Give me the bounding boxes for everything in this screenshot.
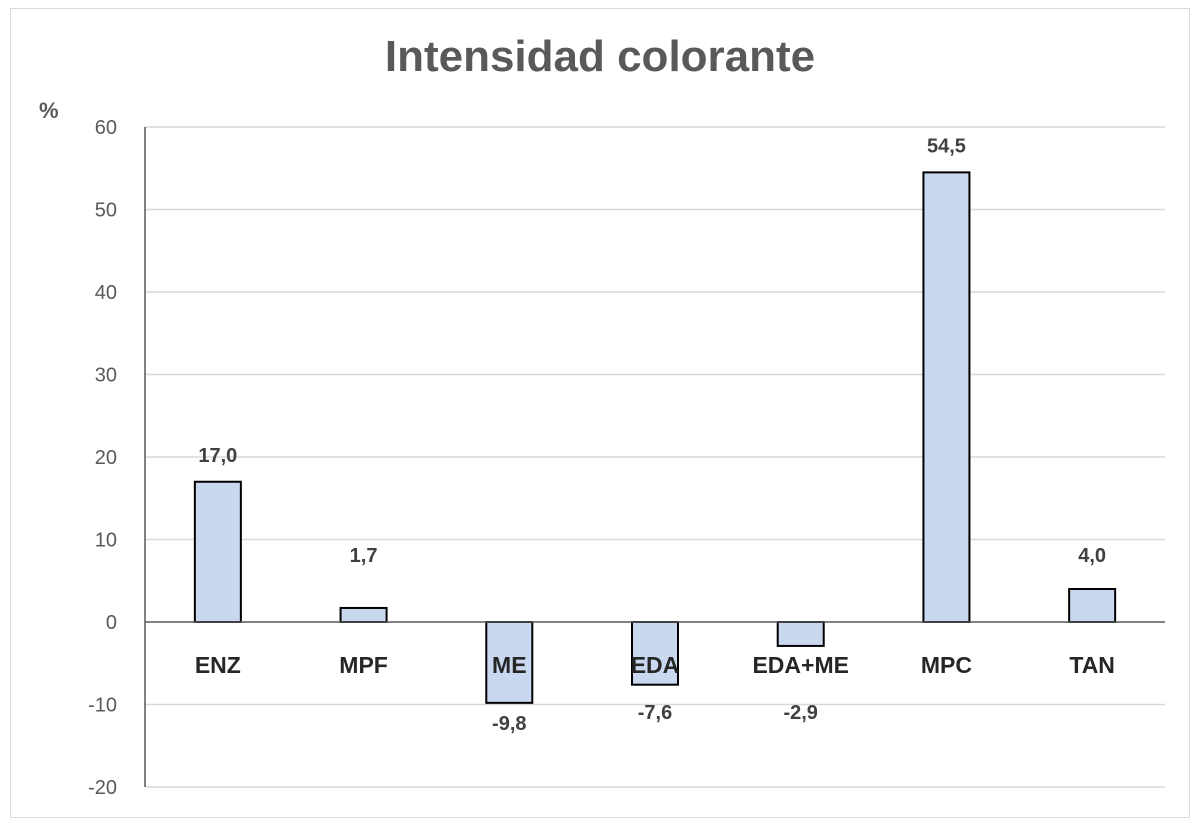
y-tick-label: 40 [95, 282, 117, 304]
x-category-label: EDA [631, 652, 680, 678]
y-tick-label: -20 [88, 777, 117, 799]
bars [193, 171, 1117, 704]
x-category-label: MPF [339, 652, 388, 678]
data-label: -7,6 [638, 702, 672, 724]
bar-me [485, 621, 534, 704]
data-label: -2,9 [783, 702, 817, 724]
bar-tan [1068, 588, 1117, 623]
labels: ENZ 17,0 MPF 1,7 ME -9,8 EDA -7,6 EDA+ME -2,9 MPC 5… [195, 135, 1115, 734]
bar-eda [631, 621, 679, 686]
axes [144, 127, 1165, 787]
y-tick-label: 10 [95, 530, 117, 552]
data-label: 4,0 [1078, 545, 1106, 567]
data-label: 17,0 [198, 445, 237, 467]
gridlines [145, 126, 1165, 788]
data-label: 54,5 [927, 135, 966, 157]
bar-mpc [922, 171, 971, 623]
chart-title: Intensidad colorante [384, 32, 816, 81]
bar-enz [193, 480, 242, 623]
y-tick-label: 20 [95, 447, 117, 469]
y-tick-label: 60 [95, 117, 117, 139]
y-tick-label: 50 [95, 200, 117, 222]
x-category-label: TAN [1069, 652, 1115, 678]
x-category-label: EDA+ME [752, 652, 849, 678]
y-axis-ticks: -20 -10 0 10 20 30 40 50 60 [88, 117, 117, 799]
y-tick-label: 30 [95, 365, 117, 387]
bar-eda-plus-me [776, 621, 825, 647]
y-tick-label: 0 [106, 612, 117, 634]
bar-mpf [339, 606, 388, 623]
data-label: -9,8 [492, 713, 526, 735]
y-axis-unit: % [39, 98, 59, 123]
y-tick-label: -10 [88, 695, 117, 717]
x-category-label: ME [492, 652, 527, 678]
data-label: 1,7 [350, 545, 378, 567]
x-category-label: MPC [921, 652, 972, 678]
x-category-label: ENZ [195, 652, 241, 678]
chart-frame [10, 8, 1190, 818]
